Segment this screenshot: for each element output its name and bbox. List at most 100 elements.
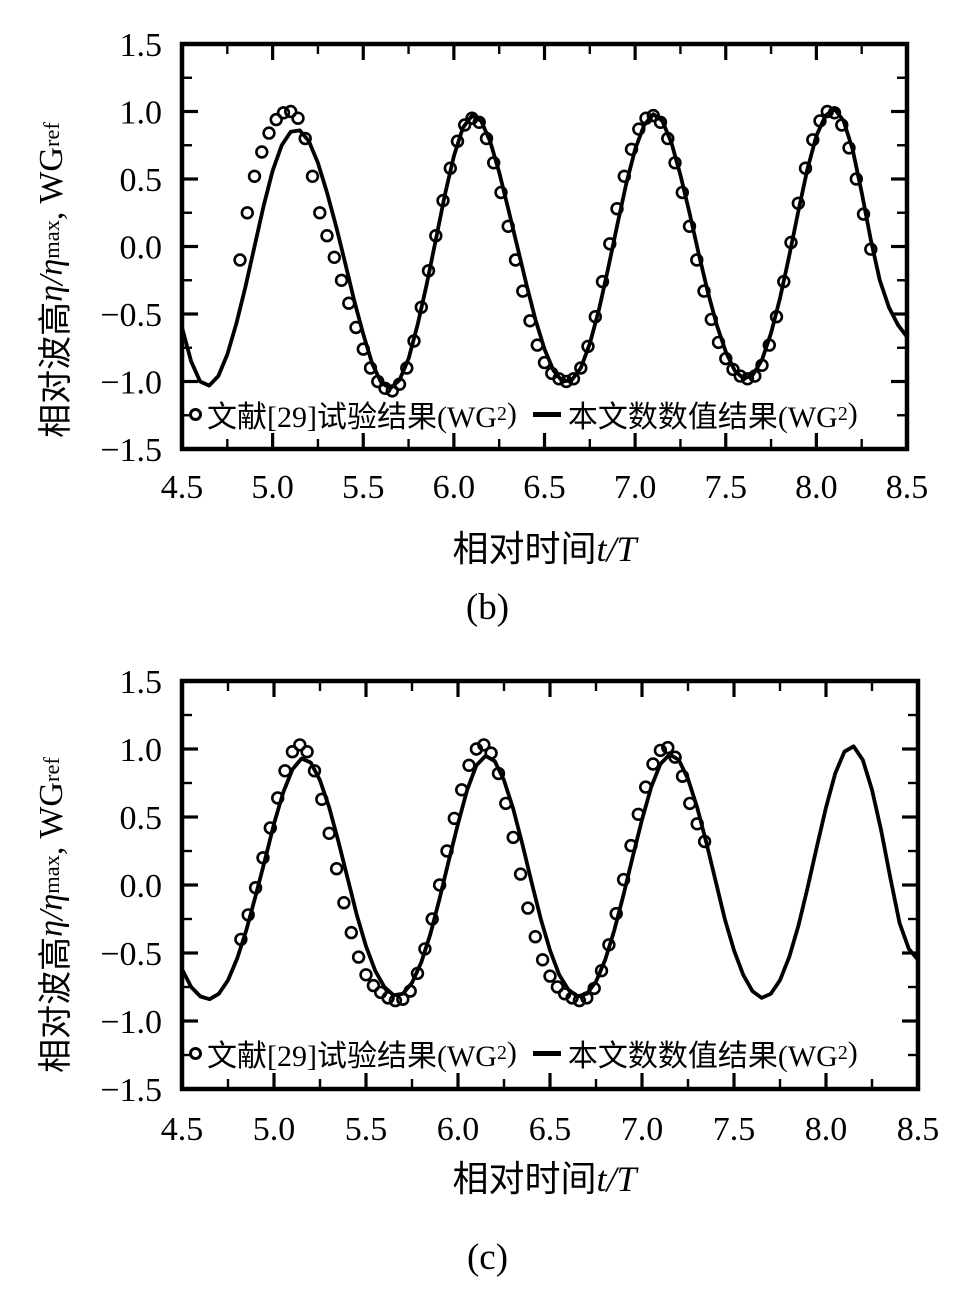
chart-panel-c: 4.5 5.0 5.5 6.0 6.5 7.0 7.5 8.0 8.5 1.5 1.0 0.5 0.0 −…: [100, 664, 939, 1148]
experimental-data-point: [337, 895, 351, 910]
y-tick-label: 0.5: [120, 162, 163, 199]
plot-frame: [179, 678, 921, 1092]
experimental-data-point: [458, 118, 472, 132]
panel-label-c: (c): [466, 1237, 509, 1278]
numerical-result-line: [180, 744, 920, 1002]
x-tick-label: 7.5: [713, 1111, 756, 1148]
x-tick-label: 6.0: [437, 1111, 480, 1148]
experimental-data-point: [646, 757, 660, 771]
experimental-data-point: [646, 108, 660, 123]
legend-label: 本文数数值结果(WG: [567, 1040, 838, 1073]
y-tick-label: −0.5: [100, 297, 162, 334]
x-axis-title-cjk: 相对时间: [452, 529, 597, 569]
experimental-data-point: [276, 106, 291, 120]
experimental-data-point: [255, 145, 269, 159]
y-tick-label: −1.5: [100, 432, 162, 469]
experimental-data-point: [462, 758, 476, 772]
x-tick-label: 7.0: [621, 1111, 664, 1148]
x-tick-label: 8.0: [795, 469, 838, 506]
x-axis-title-math: t/T: [596, 1159, 637, 1199]
numerical-result-line: [180, 106, 909, 391]
experimental-data-point: [298, 131, 312, 146]
experimental-data-point: [513, 867, 528, 881]
experimental-data-point: [472, 115, 486, 130]
experimental-data-point: [329, 861, 344, 876]
x-tick-label: 8.5: [886, 469, 929, 506]
y-axis-title-cjk: 相对波高: [37, 301, 75, 438]
experimental-data-point: [550, 980, 565, 994]
experimental-data-point: [653, 115, 668, 130]
x-tick-label: 4.5: [161, 469, 204, 506]
experimental-data-point: [690, 253, 704, 267]
y-tick-label: −0.5: [100, 936, 162, 973]
experimental-data-point: [506, 830, 520, 845]
experimental-data-point: [269, 112, 283, 127]
experimental-data-point: [344, 925, 358, 940]
y-tick-label: 0.0: [120, 230, 163, 267]
experimental-data-point: [327, 250, 341, 264]
legend-label-post: ): [847, 397, 858, 430]
legend-label-post: ): [506, 1036, 517, 1069]
y-axis-title-wg: , WG: [33, 147, 70, 221]
x-axis-title-c: 相对时间t/T: [182, 1150, 907, 1202]
experimental-data-point: [528, 929, 542, 944]
experimental-data-point: [653, 743, 668, 758]
experimental-data-point: [351, 950, 366, 964]
legend-label-post: ): [847, 1036, 858, 1069]
x-axis-title-math: t/T: [596, 529, 637, 569]
legend-b: 文献[29]试验结果(WG 2) 本文数数值结果(WG 2): [189, 392, 858, 436]
experimental-data-point: [359, 968, 373, 982]
y-axis-title-c: 相对波高 η/η max, WG ref: [26, 605, 78, 1225]
legend-entry-numerical: 本文数数值结果(WG 2): [517, 1031, 858, 1075]
y-tick-label: −1.0: [100, 1004, 162, 1041]
chart-panel-b: 4.5 5.0 5.5 6.0 6.5 7.0 7.5 8.0 8.5 1.5 1.0 0.5 0.0 −…: [100, 27, 928, 506]
experimental-data-point: [233, 253, 247, 267]
y-axis-title-eta: η/η: [33, 893, 70, 937]
y-axis-title-b: 相对波高 η/η max, WG ref: [26, 0, 78, 590]
x-tick-label: 8.0: [805, 1111, 848, 1148]
legend-entry-experiment: 文献[29]试验结果(WG 2): [189, 392, 517, 436]
experimental-data-point: [366, 978, 381, 993]
experimental-data-point: [307, 764, 322, 778]
y-tick-label: 0.5: [120, 800, 163, 837]
experimental-data-point: [477, 738, 491, 752]
panel-label-b: (b): [465, 587, 510, 628]
experimental-data-point: [334, 273, 349, 287]
experimental-data-point: [543, 969, 557, 983]
legend-entry-numerical: 本文数数值结果(WG 2): [517, 392, 858, 436]
x-tick-label: 4.5: [161, 1111, 204, 1148]
x-tick-label: 5.5: [345, 1111, 388, 1148]
x-tick-label: 6.5: [523, 469, 566, 506]
experimental-data-point: [247, 169, 262, 184]
x-tick-label: 6.0: [433, 469, 476, 506]
experimental-data-point: [300, 744, 314, 759]
y-tick-label: 1.0: [120, 95, 163, 132]
solid-line-marker-icon: [532, 411, 561, 417]
experimental-data-point: [661, 740, 675, 755]
legend-label: 本文数数值结果(WG: [567, 401, 838, 434]
legend-entry-experiment: 文献[29]试验结果(WG 2): [189, 1031, 517, 1075]
y-axis-title-eta: η/η: [33, 258, 70, 302]
x-tick-label: 5.0: [251, 469, 294, 506]
experimental-data-point: [552, 372, 566, 386]
experimental-data-point: [293, 738, 307, 752]
open-circle-marker-icon: [189, 1046, 202, 1060]
x-axis-title-cjk: 相对时间: [452, 1159, 597, 1199]
x-tick-label: 8.5: [897, 1111, 940, 1148]
x-axis-title-b: 相对时间t/T: [182, 520, 907, 572]
y-tick-label: 1.5: [120, 664, 163, 701]
experimental-data-point: [322, 826, 336, 840]
experimental-data-point: [668, 750, 682, 764]
experimental-data-point: [521, 901, 535, 915]
solid-line-marker-icon: [532, 1050, 561, 1056]
experimental-data-point: [284, 104, 298, 119]
legend-label-post: ): [506, 397, 517, 430]
x-tick-label: 7.0: [614, 469, 657, 506]
experimental-data-point: [432, 878, 447, 892]
x-tick-label: 7.5: [705, 469, 748, 506]
plot-frame: [179, 41, 910, 452]
experimental-data-point: [313, 206, 327, 220]
experimental-data-point: [285, 744, 300, 759]
experimental-data-point: [240, 206, 255, 220]
